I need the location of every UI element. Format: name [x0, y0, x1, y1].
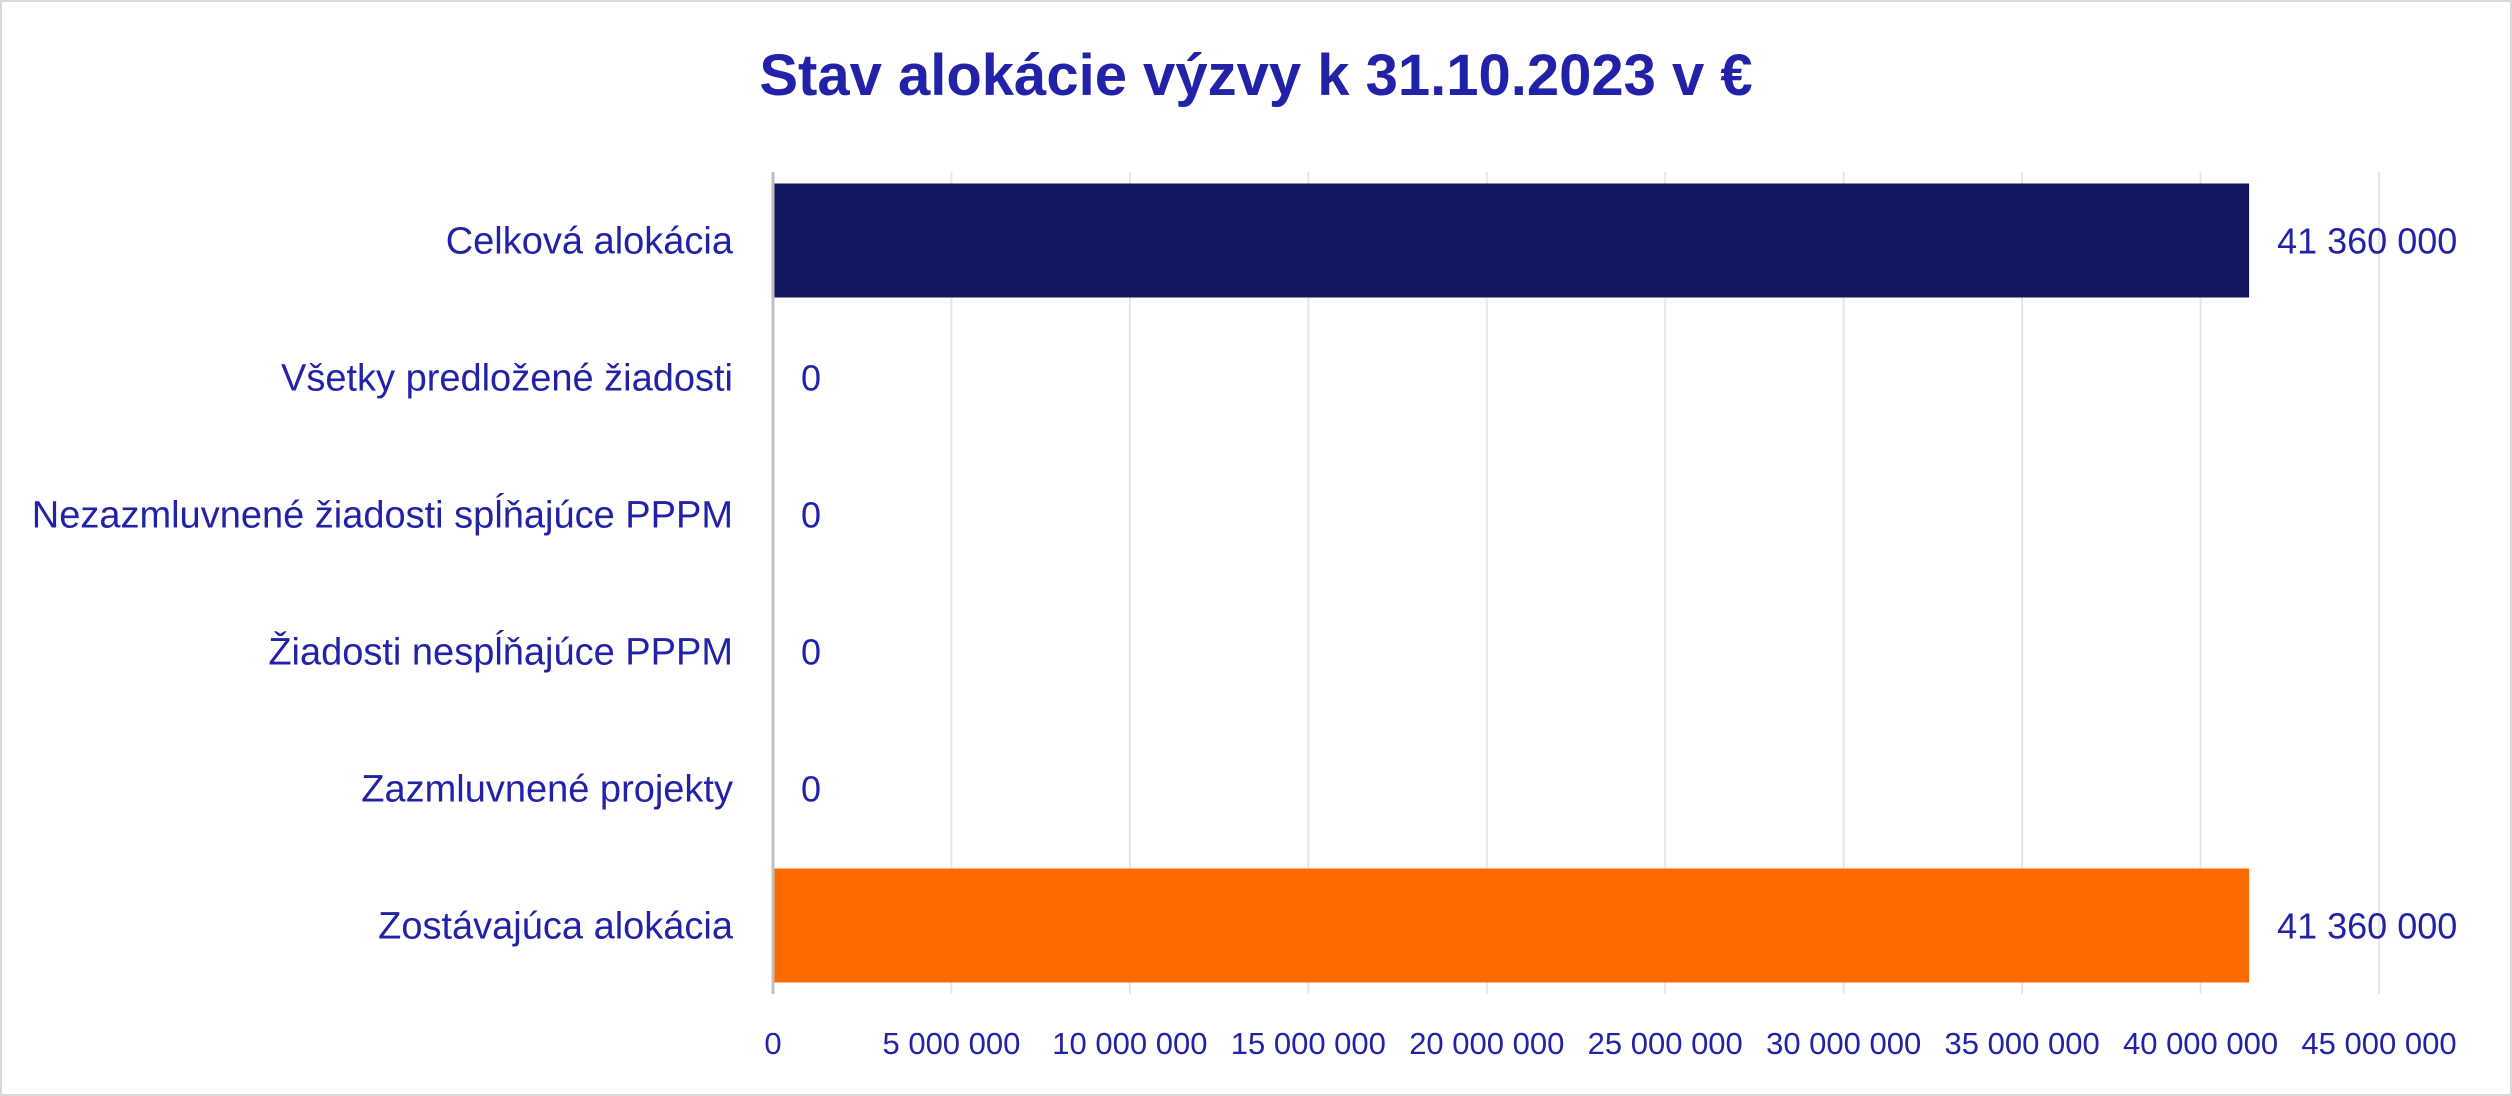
x-tick-label: 30 000 000	[1766, 1026, 1921, 1061]
category-label: Zostávajúca alokácia	[378, 906, 734, 948]
x-tick-label: 15 000 000	[1231, 1026, 1386, 1061]
x-tick-label: 40 000 000	[2123, 1026, 2278, 1061]
x-tick-label: 0	[764, 1026, 781, 1061]
chart-title: Stav alokácie výzvy k 31.10.2023 v €	[759, 43, 1753, 108]
bar	[773, 868, 2250, 983]
category-label: Zazmluvnené projekty	[361, 769, 733, 811]
x-tick-label: 20 000 000	[1409, 1026, 1564, 1061]
category-label: Žiadosti nespĺňajúce PPPM	[268, 629, 733, 674]
x-tick-label: 25 000 000	[1588, 1026, 1743, 1061]
value-label: 41 360 000	[2277, 906, 2457, 947]
x-tick-label: 10 000 000	[1052, 1026, 1207, 1061]
bars	[773, 183, 2250, 983]
category-labels: Celková alokácia Všetky predložené žiados…	[32, 221, 734, 948]
category-label: Všetky predložené žiadosti	[281, 358, 733, 400]
bar	[773, 183, 2250, 298]
gridlines	[950, 172, 2380, 994]
value-label: 41 360 000	[2277, 221, 2457, 262]
x-axis-ticks: 0 5 000 000 10 000 000 15 000 000 20 000 000…	[764, 1026, 2456, 1061]
value-label: 0	[801, 495, 821, 536]
category-label: Celková alokácia	[446, 221, 734, 263]
x-tick-label: 45 000 000	[2301, 1026, 2456, 1061]
value-label: 0	[801, 632, 821, 673]
value-label: 0	[801, 769, 821, 810]
value-labels: 41 360 000 0 0 0 0 41 360 000	[801, 221, 2457, 947]
category-label: Nezazmluvnené žiadosti spĺňajúce PPPM	[32, 492, 733, 537]
x-tick-label: 35 000 000	[1945, 1026, 2100, 1061]
x-tick-label: 5 000 000	[882, 1026, 1020, 1061]
value-label: 0	[801, 358, 821, 399]
